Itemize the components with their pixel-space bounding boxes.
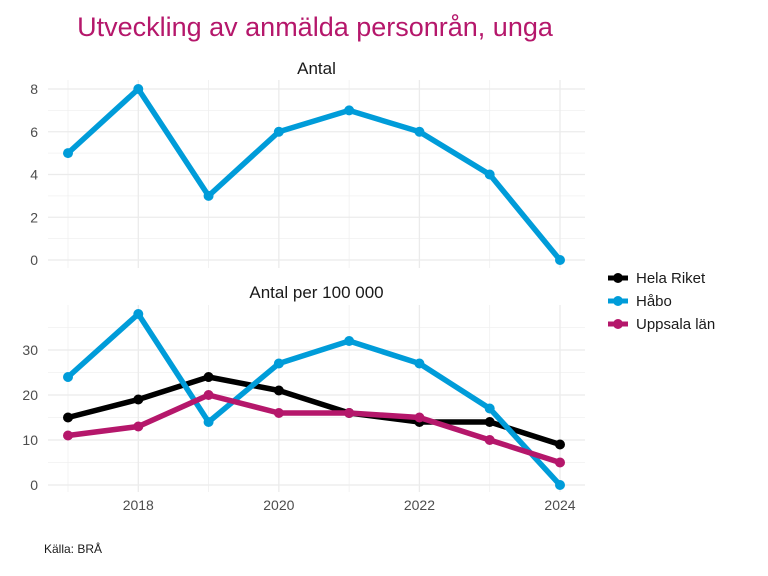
y-tick-label: 0: [30, 477, 38, 493]
legend-label: Hela Riket: [636, 270, 706, 287]
x-tick-label: 2018: [123, 497, 154, 513]
series-line: [67, 392, 561, 466]
legend-item: Hela Riket: [608, 270, 706, 287]
legend-label: Håbo: [636, 293, 672, 310]
legend: Hela Riket Håbo Uppsala län: [608, 270, 715, 333]
legend-label: Uppsala län: [636, 316, 715, 333]
panel-antal-per-100000: Antal per 100 000 0 10 20 30 2018 2020 2022 2024: [22, 283, 585, 513]
y-tick-label: 20: [22, 387, 38, 403]
series-h-bo: [63, 84, 565, 265]
x-tick-label: 2024: [544, 497, 575, 513]
data-point: [273, 126, 284, 137]
data-point: [63, 430, 73, 441]
legend-item: Uppsala län: [608, 316, 715, 333]
data-point: [203, 372, 214, 382]
y-tick-label: 0: [30, 252, 38, 268]
data-point: [555, 480, 565, 490]
y-tick-label: 8: [30, 81, 38, 97]
data-point: [414, 412, 425, 423]
data-point: [63, 148, 73, 159]
data-point: [133, 394, 144, 405]
data-point: [414, 358, 425, 369]
y-tick-label: 6: [30, 124, 38, 140]
y-tick-label: 2: [30, 209, 38, 225]
data-point: [133, 421, 144, 432]
source-caption: Källa: BRÅ: [44, 542, 103, 556]
series-uppsala-l-n: [63, 390, 565, 468]
data-point: [344, 408, 355, 418]
panel-title: Antal per 100 000: [249, 283, 383, 302]
data-point: [203, 390, 214, 400]
data-point: [273, 408, 284, 418]
legend-item: Håbo: [608, 293, 672, 310]
data-point: [273, 385, 284, 396]
data-point: [484, 417, 495, 427]
legend-key-point: [613, 296, 623, 306]
data-point: [203, 417, 214, 427]
data-point: [414, 126, 425, 137]
y-tick-label: 10: [22, 432, 38, 448]
series-h-bo: [63, 309, 565, 490]
data-point: [133, 309, 144, 319]
data-point: [555, 439, 565, 450]
x-tick-label: 2022: [404, 497, 435, 513]
data-point: [484, 403, 495, 414]
data-point: [133, 84, 144, 94]
data-point: [203, 190, 214, 201]
data-point: [63, 372, 73, 382]
data-point: [484, 435, 495, 445]
series-line: [67, 374, 561, 448]
data-point: [344, 105, 355, 116]
data-point: [555, 457, 565, 468]
panel-antal: Antal 0 2 4 6 8: [30, 59, 585, 268]
x-tick-label: 2020: [263, 497, 294, 513]
y-tick-label: 30: [22, 342, 38, 358]
series-line: [66, 311, 563, 487]
y-tick-label: 4: [30, 167, 38, 183]
panel-title: Antal: [297, 59, 336, 78]
data-point: [273, 358, 284, 369]
data-point: [555, 255, 565, 265]
series-line: [66, 86, 563, 262]
data-point: [484, 169, 495, 180]
legend-key-point: [613, 273, 623, 283]
data-point: [63, 412, 73, 423]
data-point: [344, 336, 355, 346]
legend-key-point: [613, 319, 623, 329]
chart-title: Utveckling av anmälda personrån, unga: [77, 12, 553, 42]
